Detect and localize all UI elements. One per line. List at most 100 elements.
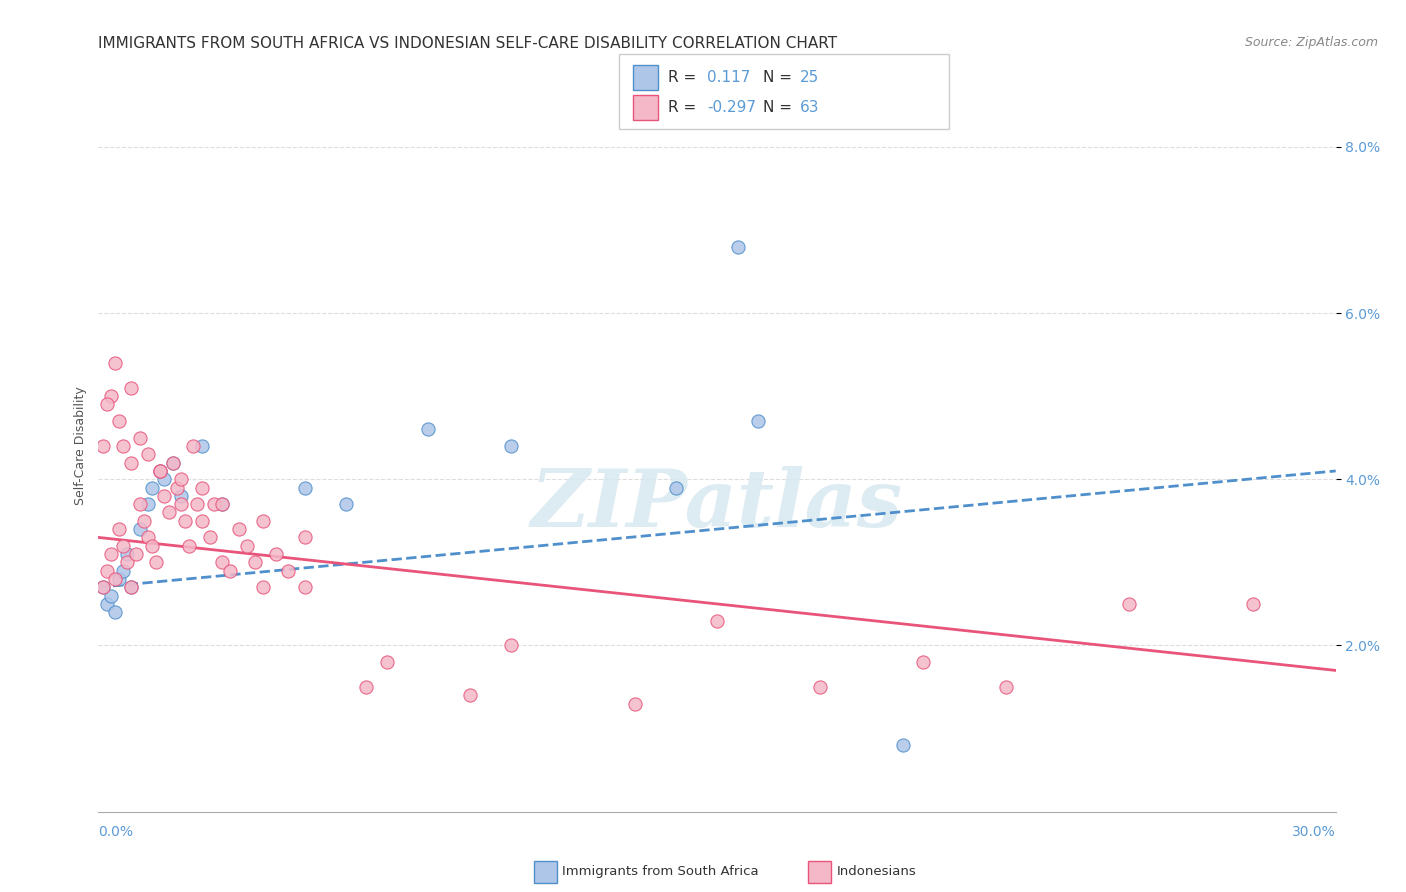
Point	[108, 522, 131, 536]
Point	[124, 547, 146, 561]
Point	[375, 655, 398, 669]
Point	[108, 572, 131, 586]
Text: 25: 25	[800, 70, 820, 85]
Point	[198, 530, 221, 544]
Point	[891, 738, 914, 752]
Text: 0.0%: 0.0%	[98, 825, 134, 839]
Point	[418, 422, 440, 436]
Text: Indonesians: Indonesians	[837, 865, 917, 879]
Point	[117, 555, 139, 569]
Point	[104, 572, 127, 586]
Point	[112, 439, 135, 453]
Point	[120, 580, 142, 594]
Point	[190, 514, 212, 528]
Point	[1118, 597, 1140, 611]
Point	[162, 456, 184, 470]
Point	[104, 605, 127, 619]
Point	[128, 431, 150, 445]
Point	[153, 472, 176, 486]
Point	[994, 680, 1017, 694]
Point	[149, 464, 172, 478]
Point	[236, 539, 259, 553]
Point	[243, 555, 266, 569]
Point	[252, 514, 274, 528]
Point	[149, 464, 172, 478]
Point	[747, 414, 769, 428]
Point	[252, 580, 274, 594]
Point	[136, 530, 159, 544]
Point	[623, 697, 645, 711]
Point	[912, 655, 935, 669]
Text: N =: N =	[763, 70, 797, 85]
Point	[120, 456, 142, 470]
Point	[1241, 597, 1264, 611]
Point	[294, 580, 316, 594]
Point	[202, 497, 225, 511]
Point	[228, 522, 250, 536]
Point	[264, 547, 287, 561]
Point	[706, 614, 728, 628]
Text: Immigrants from South Africa: Immigrants from South Africa	[562, 865, 759, 879]
Point	[91, 580, 114, 594]
Point	[665, 481, 688, 495]
Text: 0.117: 0.117	[707, 70, 751, 85]
Point	[162, 456, 184, 470]
Text: 63: 63	[800, 101, 820, 115]
Point	[186, 497, 208, 511]
Point	[458, 689, 481, 703]
Point	[294, 481, 316, 495]
Point	[117, 547, 139, 561]
Y-axis label: Self-Care Disability: Self-Care Disability	[75, 386, 87, 506]
Point	[499, 439, 522, 453]
Text: N =: N =	[763, 101, 797, 115]
Point	[132, 514, 155, 528]
Point	[181, 439, 204, 453]
Point	[277, 564, 299, 578]
Text: IMMIGRANTS FROM SOUTH AFRICA VS INDONESIAN SELF-CARE DISABILITY CORRELATION CHAR: IMMIGRANTS FROM SOUTH AFRICA VS INDONESI…	[98, 36, 838, 51]
Point	[96, 564, 118, 578]
Point	[108, 414, 131, 428]
Point	[96, 597, 118, 611]
Point	[179, 539, 201, 553]
Text: 30.0%: 30.0%	[1292, 825, 1336, 839]
Text: Source: ZipAtlas.com: Source: ZipAtlas.com	[1244, 36, 1378, 49]
Point	[219, 564, 242, 578]
Point	[96, 397, 118, 411]
Point	[170, 489, 193, 503]
Point	[499, 639, 522, 653]
Point	[356, 680, 378, 694]
Point	[190, 439, 212, 453]
Point	[100, 547, 122, 561]
Text: R =: R =	[668, 101, 702, 115]
Point	[727, 239, 749, 253]
Point	[128, 522, 150, 536]
Point	[211, 497, 233, 511]
Point	[136, 497, 159, 511]
Point	[170, 497, 193, 511]
Point	[128, 497, 150, 511]
Point	[91, 580, 114, 594]
Point	[91, 439, 114, 453]
Point	[112, 564, 135, 578]
Text: -0.297: -0.297	[707, 101, 756, 115]
Text: R =: R =	[668, 70, 702, 85]
Point	[174, 514, 197, 528]
Point	[141, 481, 163, 495]
Point	[145, 555, 167, 569]
Point	[153, 489, 176, 503]
Point	[211, 497, 233, 511]
Text: ZIPatlas: ZIPatlas	[531, 466, 903, 543]
Point	[149, 464, 172, 478]
Point	[190, 481, 212, 495]
Point	[100, 589, 122, 603]
Point	[211, 555, 233, 569]
Point	[120, 381, 142, 395]
Point	[808, 680, 831, 694]
Point	[157, 506, 180, 520]
Point	[112, 539, 135, 553]
Point	[294, 530, 316, 544]
Point	[104, 356, 127, 370]
Point	[141, 539, 163, 553]
Point	[166, 481, 188, 495]
Point	[170, 472, 193, 486]
